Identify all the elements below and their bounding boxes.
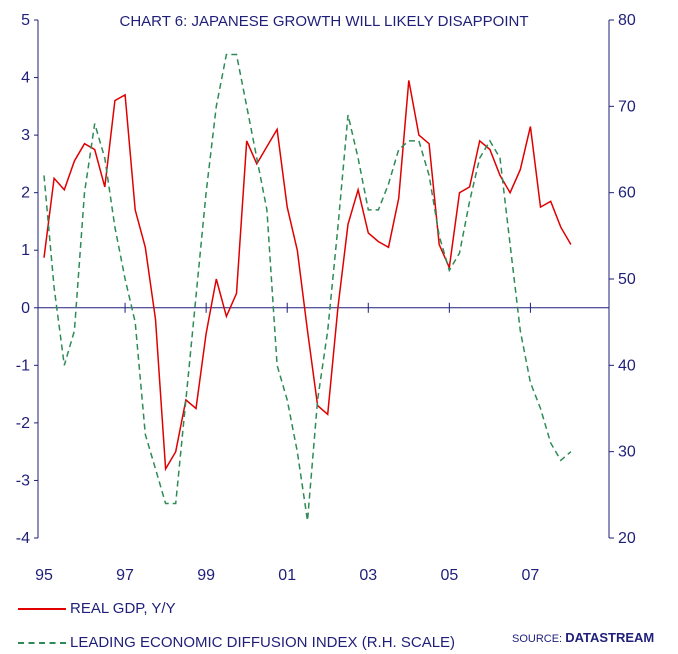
left-tick-label: -3 — [16, 472, 30, 489]
x-tick-label: 07 — [522, 567, 540, 584]
left-tick-label: -2 — [16, 415, 30, 432]
legend-swatch-solid-red — [18, 608, 66, 610]
legend-label-real-gdp: REAL GDP, Y/Y — [70, 600, 176, 617]
x-tick-label: 05 — [440, 567, 458, 584]
right-tick-label: 80 — [618, 12, 636, 29]
left-tick-label: 4 — [21, 70, 30, 87]
x-tick-label: 97 — [116, 567, 134, 584]
x-tick-label: 99 — [197, 567, 215, 584]
left-tick-label: 2 — [21, 185, 30, 202]
source-note: SOURCE: DATASTREAM — [512, 630, 654, 645]
left-tick-label: 0 — [21, 300, 30, 317]
right-tick-label: 20 — [618, 530, 636, 547]
left-tick-label: -1 — [16, 357, 30, 374]
legend-swatch-dashed-green — [18, 642, 66, 644]
left-tick-label: 3 — [21, 127, 30, 144]
legend-item-leading-index: LEADING ECONOMIC DIFFUSION INDEX (R.H. S… — [18, 634, 455, 651]
series-line-real-gdp — [44, 80, 571, 469]
legend-item-real-gdp: REAL GDP, Y/Y — [18, 600, 176, 617]
left-tick-label: -4 — [16, 530, 30, 547]
right-tick-label: 30 — [618, 444, 636, 461]
series-line-leading-index — [44, 55, 571, 521]
left-tick-label: 5 — [21, 12, 30, 29]
source-label: SOURCE: — [512, 633, 562, 645]
right-tick-label: 50 — [618, 271, 636, 288]
chart-title: CHART 6: JAPANESE GROWTH WILL LIKELY DIS… — [120, 13, 529, 30]
source-name: DATASTREAM — [565, 630, 654, 645]
left-tick-label: 1 — [21, 242, 30, 259]
right-tick-label: 60 — [618, 185, 636, 202]
x-tick-label: 95 — [35, 567, 53, 584]
legend-label-leading-index: LEADING ECONOMIC DIFFUSION INDEX (R.H. S… — [70, 634, 455, 651]
right-tick-label: 40 — [618, 357, 636, 374]
x-tick-label: 03 — [359, 567, 377, 584]
right-tick-label: 70 — [618, 98, 636, 115]
x-tick-label: 01 — [278, 567, 296, 584]
